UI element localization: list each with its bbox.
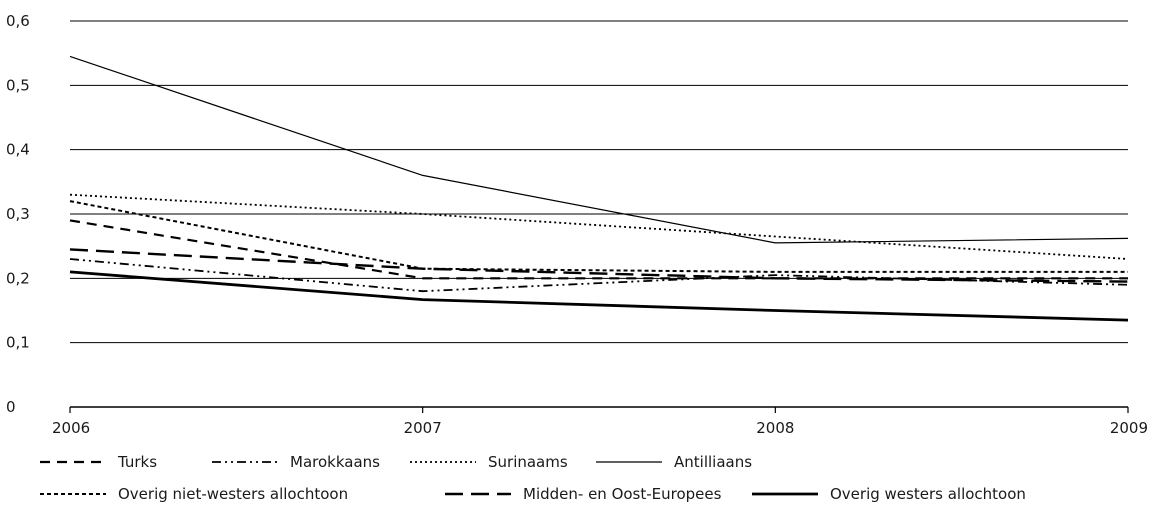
legend-label: Antilliaans xyxy=(674,453,752,471)
y-tick-label: 0,6 xyxy=(6,12,30,30)
legend: Turks Marokkaans Surinaams Antilliaans Overi… xyxy=(40,453,1026,503)
series-line-1 xyxy=(69,219,1128,280)
legend-label: Overig westers allochtoon xyxy=(830,485,1026,503)
x-axis-tick-labels: 2006 2007 2008 2009 xyxy=(52,419,1148,437)
x-tick-label: 2008 xyxy=(756,419,794,437)
y-tick-label: 0,3 xyxy=(6,205,30,223)
series-line-3 xyxy=(69,193,1129,260)
x-tick-label: 2009 xyxy=(1110,419,1148,437)
y-tick-label: 0,2 xyxy=(6,269,30,287)
legend-label: Midden- en Oost-Europees xyxy=(523,485,722,503)
x-axis xyxy=(69,406,1129,413)
legend-label: Overig niet-westers allochtoon xyxy=(118,485,348,503)
legend-label: Marokkaans xyxy=(290,453,380,471)
series-line-5 xyxy=(69,200,1128,273)
y-tick-label: 0 xyxy=(6,398,16,416)
series-lines xyxy=(69,55,1129,322)
series-line-4 xyxy=(69,55,1129,244)
series-line-2 xyxy=(69,258,1129,293)
series-line-6 xyxy=(69,248,1129,283)
legend-label: Turks xyxy=(117,453,157,471)
y-axis-tick-labels: 0 0,1 0,2 0,3 0,4 0,5 0,6 xyxy=(6,12,30,416)
legend-label: Surinaams xyxy=(488,453,568,471)
y-tick-label: 0,1 xyxy=(6,334,30,352)
gridlines xyxy=(70,20,1128,344)
series-line-7 xyxy=(69,270,1129,322)
y-tick-label: 0,5 xyxy=(6,76,30,94)
x-tick-label: 2006 xyxy=(52,419,90,437)
y-tick-label: 0,4 xyxy=(6,141,30,159)
x-tick-label: 2007 xyxy=(404,419,442,437)
